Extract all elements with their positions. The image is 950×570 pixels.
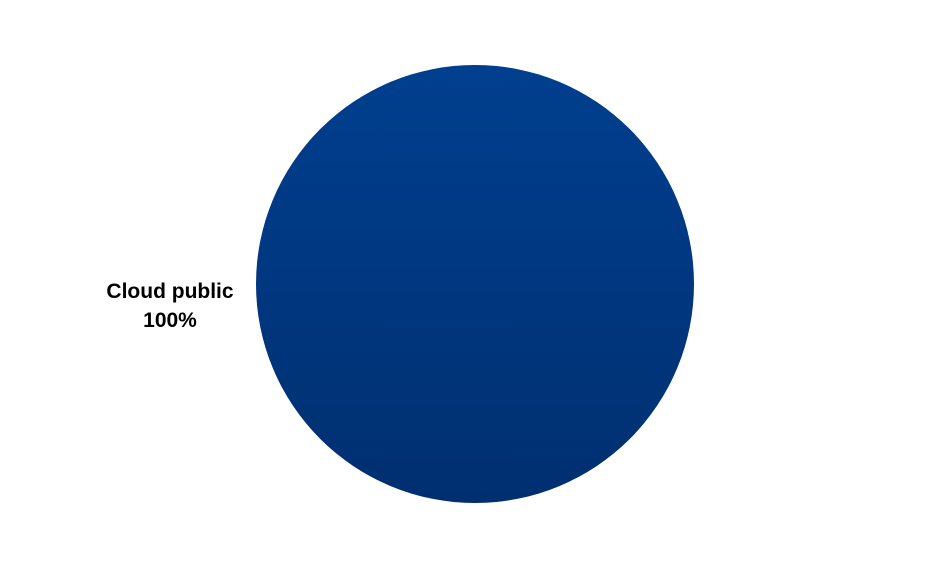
slice-label-name: Cloud public [106, 280, 233, 303]
pie-slices [256, 65, 694, 503]
pie-labels: Cloud public 100% [106, 280, 233, 332]
pie-slice-cloud-public [256, 65, 694, 503]
slice-label-value: 100% [143, 309, 197, 332]
